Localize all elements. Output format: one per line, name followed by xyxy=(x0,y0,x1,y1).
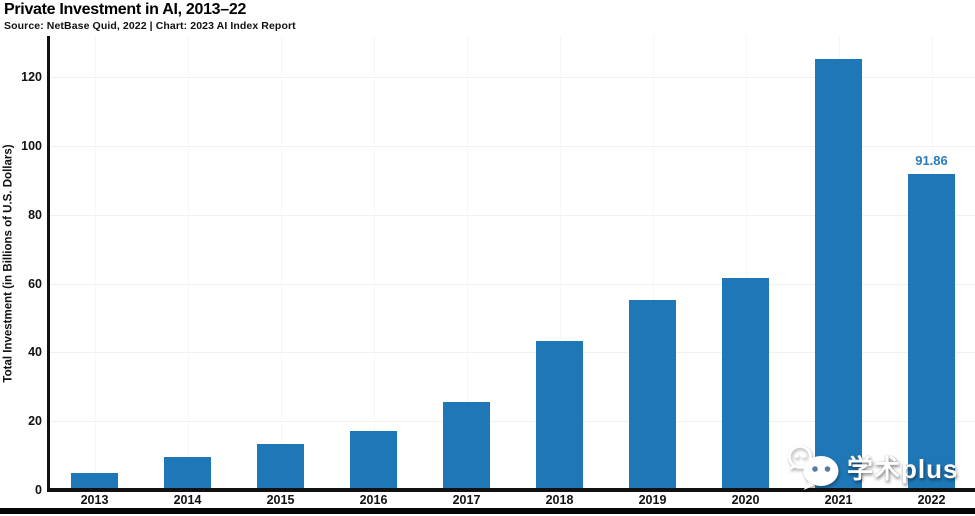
wechat-eye xyxy=(824,466,831,472)
v-gridline xyxy=(559,36,561,488)
x-tick-label: 2013 xyxy=(80,493,109,507)
y-axis-spine xyxy=(47,36,50,491)
bar xyxy=(350,431,397,488)
bar-value-label: 91.86 xyxy=(915,153,948,169)
v-gridline xyxy=(373,36,375,488)
y-tick-label: 40 xyxy=(28,345,42,360)
bar xyxy=(164,457,211,488)
bar xyxy=(443,401,490,488)
h-gridline xyxy=(50,77,975,79)
h-gridline xyxy=(50,283,975,285)
chart-title: Private Investment in AI, 2013–22 xyxy=(4,1,247,18)
bar xyxy=(629,299,676,488)
bar xyxy=(71,472,118,488)
v-gridline xyxy=(187,36,189,488)
bar xyxy=(722,278,769,488)
x-tick-label: 2018 xyxy=(545,493,574,507)
x-tick-label: 2019 xyxy=(638,493,667,507)
v-gridline xyxy=(745,36,747,488)
v-gridline xyxy=(280,36,282,488)
v-gridline xyxy=(94,36,96,488)
y-tick-label: 80 xyxy=(28,207,42,222)
h-gridline xyxy=(50,352,975,354)
x-tick-label: 2015 xyxy=(266,493,295,507)
x-tick-label: 2016 xyxy=(359,493,388,507)
x-axis-spine xyxy=(47,488,975,492)
wechat-icon xyxy=(788,445,839,490)
h-gridline xyxy=(50,146,975,148)
y-tick-label: 20 xyxy=(28,414,42,429)
bar xyxy=(815,58,862,488)
v-gridline xyxy=(466,36,468,488)
y-tick-label: 60 xyxy=(28,276,42,291)
wechat-eye xyxy=(812,466,818,472)
y-tick-label: 0 xyxy=(35,483,42,497)
h-gridline xyxy=(50,421,975,423)
chart-subtitle: Source: NetBase Quid, 2022 | Chart: 2023… xyxy=(4,20,296,32)
bar xyxy=(257,443,304,488)
x-tick-label: 2021 xyxy=(824,493,853,507)
h-gridline xyxy=(50,214,975,216)
y-tick-label: 120 xyxy=(21,70,42,85)
v-gridline xyxy=(652,36,654,488)
watermark: 学术plus xyxy=(783,443,958,495)
y-tick-label: 100 xyxy=(21,139,42,154)
watermark-text: 学术plus xyxy=(847,454,959,484)
bottom-border-strip xyxy=(0,508,975,514)
x-tick-label: 2017 xyxy=(452,493,481,507)
x-tick-label: 2022 xyxy=(917,493,946,507)
x-tick-label: 2014 xyxy=(173,493,202,507)
bar xyxy=(908,174,955,488)
y-axis-title: Total Investment (in Billions of U.S. Do… xyxy=(2,144,15,383)
x-tick-label: 2020 xyxy=(731,493,760,507)
bar xyxy=(536,341,583,488)
